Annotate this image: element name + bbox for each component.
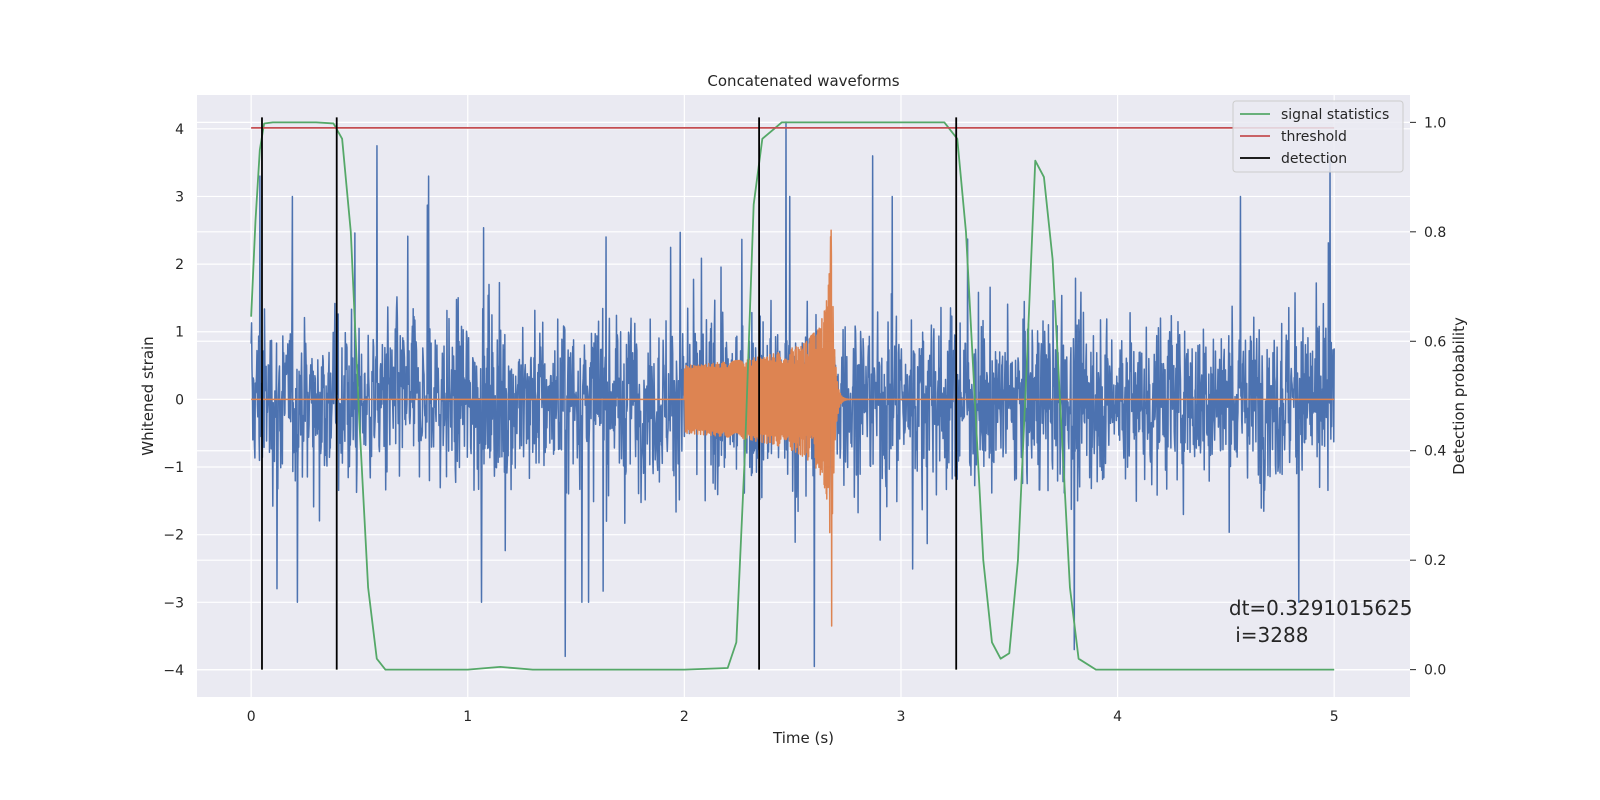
y2-tick-label: 0.6: [1424, 334, 1446, 350]
y-tick-label: 4: [175, 122, 184, 138]
x-tick-label: 1: [463, 709, 472, 725]
annotation-index: i=3288: [1229, 623, 1309, 647]
y-tick-label: −2: [163, 528, 184, 544]
legend-label: threshold: [1281, 129, 1347, 145]
chirp-signal-line: [250, 229, 1335, 627]
y-tick-label: 0: [175, 392, 184, 408]
y-tick-label: 1: [175, 325, 184, 341]
legend-box: [1232, 100, 1404, 173]
chart-title: Concatenated waveforms: [707, 72, 899, 90]
ticks: 0 1 2 3 4 5 −4 −3 −2 −1 0 1 2 3 4 0.0 0.2 0.4 0.6 0.8 1.0: [163, 115, 1446, 725]
annotation-dt: dt=0.3291015625: [1229, 596, 1413, 620]
y2-tick-label: 0.2: [1424, 553, 1446, 569]
y2-tick-label: 0.8: [1424, 225, 1446, 241]
y-tick-label: 3: [175, 189, 184, 205]
noise-series-line: [250, 121, 1335, 668]
series-layer: [250, 117, 1335, 671]
y-tick-label: 2: [175, 257, 184, 273]
y2-tick-label: 0.4: [1424, 444, 1446, 460]
y-tick-label: −3: [163, 595, 184, 611]
legend-label: signal statistics: [1281, 107, 1389, 123]
x-tick-label: 3: [897, 709, 906, 725]
y-tick-label: −4: [163, 663, 184, 679]
y-axis-label: Whitened strain: [139, 336, 157, 455]
y2-tick-label: 0.0: [1424, 663, 1446, 679]
x-tick-label: 5: [1330, 709, 1339, 725]
x-tick-label: 4: [1113, 709, 1122, 725]
x-tick-label: 2: [680, 709, 689, 725]
signal-statistics-line: [250, 121, 1335, 671]
x-tick-label: 0: [247, 709, 256, 725]
x-axis-label: Time (s): [772, 729, 834, 747]
legend-label: detection: [1281, 151, 1347, 167]
y2-tick-label: 1.0: [1424, 115, 1446, 131]
y2-axis-label: Detection probability: [1450, 317, 1468, 475]
y-tick-label: −1: [163, 460, 184, 476]
legend: signal statistics threshold detection: [1232, 100, 1404, 173]
